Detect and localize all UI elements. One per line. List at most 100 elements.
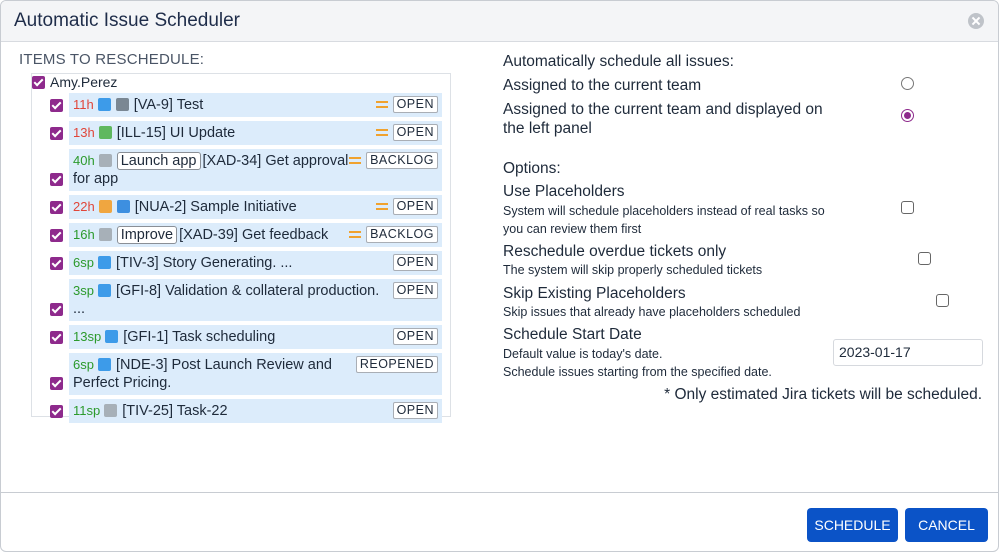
item-status-group: OPEN (392, 402, 438, 419)
status-badge: BACKLOG (366, 152, 438, 169)
item-summary: [ILL-15] UI Update (116, 125, 236, 141)
item-status-group: OPEN (375, 198, 438, 215)
item-summary: [TIV-3] Story Generating. ... (115, 255, 293, 271)
item-status-group: OPEN (392, 328, 438, 345)
item-checkbox[interactable] (50, 173, 63, 186)
item-row: REOPENED 6sp [NDE-3] Post Launch Review an… (50, 353, 442, 395)
estimate: 6sp (73, 255, 94, 270)
priority-icon (349, 231, 362, 238)
start-date-hint: Default value is today's date. (503, 347, 663, 361)
option-label: Use Placeholders (503, 183, 625, 200)
priority-icon (375, 203, 388, 210)
issue-icon (98, 200, 112, 213)
item-checkbox[interactable] (50, 127, 63, 140)
option-checkbox[interactable] (918, 252, 932, 265)
item-checkbox[interactable] (50, 303, 63, 316)
item-list: OPEN 11h [VA-9] Test OPEN 13h [ILL-15] UI Upd… (50, 93, 442, 423)
issue-icon (98, 154, 112, 167)
item-content: OPEN 13sp [GFI-1] Task scheduling (69, 325, 442, 349)
status-badge: OPEN (392, 328, 438, 345)
option-checkbox[interactable] (901, 201, 914, 214)
item-row: OPEN 11sp [TIV-25] Task-22 (50, 399, 442, 423)
issue-icon (104, 404, 118, 417)
estimate: 3sp (73, 283, 94, 298)
item-checkbox[interactable] (50, 229, 63, 242)
item-content: OPEN 11h [VA-9] Test (69, 93, 442, 117)
scope-label: Assigned to the current team and display… (503, 101, 823, 137)
close-button[interactable] (968, 13, 984, 29)
item-status-group: OPEN (375, 124, 438, 141)
item-content: OPEN 6sp [TIV-3] Story Generating. ... (69, 251, 442, 275)
start-date-label: Schedule Start Date (503, 326, 642, 343)
option-checkbox[interactable] (935, 294, 949, 307)
item-checkbox[interactable] (50, 201, 63, 214)
item-row: OPEN 11h [VA-9] Test (50, 93, 442, 117)
item-row: OPEN 6sp [TIV-3] Story Generating. ... (50, 251, 442, 275)
issue-icon (116, 200, 130, 213)
item-content: OPEN 13h [ILL-15] UI Update (69, 121, 442, 145)
item-status-group: BACKLOG (349, 226, 438, 243)
issue-icon (98, 126, 112, 139)
issue-icon (105, 330, 119, 343)
dialog-header: Automatic Issue Scheduler (1, 1, 998, 42)
assignee-row: Amy.Perez (32, 74, 117, 90)
scope-radio[interactable] (901, 77, 914, 90)
priority-icon (375, 101, 388, 108)
option-description: The system will skip properly scheduled … (503, 263, 763, 277)
assignee-checkbox[interactable] (32, 75, 45, 89)
item-checkbox[interactable] (50, 331, 63, 344)
option-label: Reschedule overdue tickets only (503, 243, 727, 260)
item-summary: [XAD-39] Get feedback (179, 227, 329, 243)
scope-label: Assigned to the current team (503, 77, 702, 94)
item-summary: [XAD-34] Get approval for app (73, 153, 349, 187)
estimate: 11sp (73, 403, 101, 418)
scope-radio[interactable] (901, 109, 914, 122)
item-checkbox[interactable] (50, 377, 63, 390)
item-summary: [GFI-8] Validation & collateral producti… (73, 283, 380, 317)
status-badge: OPEN (392, 282, 438, 299)
item-tag: Launch app (116, 152, 201, 170)
cancel-button[interactable]: CANCEL (905, 508, 988, 542)
schedule-button[interactable]: SCHEDULE (807, 508, 898, 542)
status-badge: OPEN (392, 124, 438, 141)
item-content: REOPENED 6sp [NDE-3] Post Launch Review an… (69, 353, 442, 395)
status-badge: OPEN (392, 254, 438, 271)
item-row: OPEN 13sp [GFI-1] Task scheduling (50, 325, 442, 349)
item-content: BACKLOG 40h Launch app [XAD-34] Get approva… (69, 149, 442, 191)
item-row: BACKLOG 16h Improve [XAD-39] Get feedback (50, 223, 442, 247)
item-status-group: OPEN (375, 96, 438, 113)
assignee-name: Amy.Perez (50, 74, 118, 90)
status-badge: OPEN (392, 198, 438, 215)
item-content: BACKLOG 16h Improve [XAD-39] Get feedback (69, 223, 442, 247)
note: * Only estimated Jira tickets will be sc… (664, 386, 982, 403)
footer-divider (1, 492, 998, 493)
item-content: OPEN 3sp [GFI-8] Validation & collateral p… (69, 279, 442, 321)
estimate: 22h (73, 199, 95, 214)
item-summary: [VA-9] Test (133, 97, 204, 113)
status-badge: REOPENED (355, 356, 438, 373)
item-summary: [NDE-3] Post Launch Review and Perfect P… (73, 357, 332, 391)
scope-heading: Automatically schedule all issues: (503, 53, 734, 70)
status-badge: BACKLOG (366, 226, 438, 243)
item-content: OPEN 22h [NUA-2] Sample Initiative (69, 195, 442, 219)
item-status-group: BACKLOG (349, 152, 438, 169)
status-badge: OPEN (392, 402, 438, 419)
start-date-input[interactable]: 2023-01-17 (833, 339, 983, 366)
priority-icon (375, 129, 388, 136)
item-content: OPEN 11sp [TIV-25] Task-22 (69, 399, 442, 423)
estimate: 6sp (73, 357, 94, 372)
estimate: 13sp (73, 329, 102, 344)
priority-icon (349, 157, 362, 164)
item-checkbox[interactable] (50, 99, 63, 112)
item-row: OPEN 22h [NUA-2] Sample Initiative (50, 195, 442, 219)
item-row: OPEN 13h [ILL-15] UI Update (50, 121, 442, 145)
start-date-hint: Schedule issues starting from the specif… (503, 365, 772, 379)
dialog-title: Automatic Issue Scheduler (14, 10, 241, 31)
item-checkbox[interactable] (50, 257, 63, 270)
item-checkbox[interactable] (50, 405, 63, 418)
item-row: OPEN 3sp [GFI-8] Validation & collateral p… (50, 279, 442, 321)
option-label: Skip Existing Placeholders (503, 285, 686, 302)
item-summary: [GFI-1] Task scheduling (123, 329, 276, 345)
item-summary: [NUA-2] Sample Initiative (134, 199, 297, 215)
item-status-group: OPEN (392, 282, 438, 299)
